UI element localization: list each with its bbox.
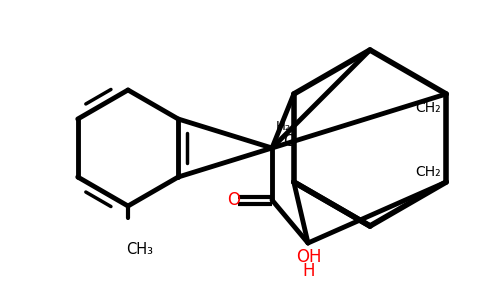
Text: O: O [227,191,241,209]
Text: H: H [303,262,315,280]
Text: H₂: H₂ [275,121,290,134]
Text: C: C [283,134,293,149]
Text: CH₃: CH₃ [126,242,153,256]
Text: CH₂: CH₂ [415,101,441,115]
Text: CH₂: CH₂ [415,165,441,179]
Text: OH: OH [296,248,322,266]
